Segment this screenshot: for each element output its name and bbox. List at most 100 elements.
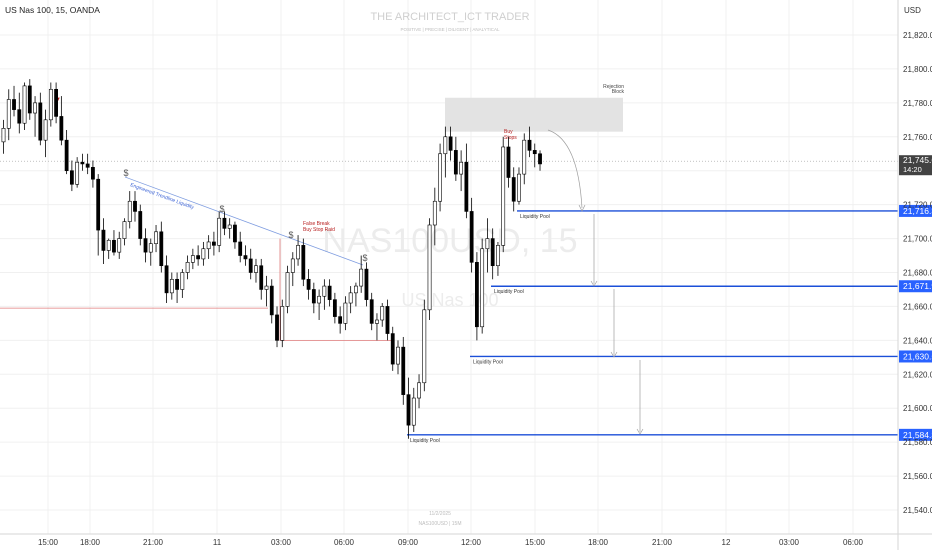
level-price-badge	[899, 204, 932, 217]
y-tick-label: 21,640.0	[903, 336, 932, 345]
candle-body	[33, 102, 37, 114]
candle	[280, 299, 285, 348]
liquidity-levels: Liquidity Pool 21,716.3 Liquidity Pool 21,6…	[407, 204, 932, 444]
candle	[438, 143, 442, 212]
y-tick-label: 21,540.0	[903, 506, 932, 515]
level-price-badge	[899, 280, 932, 293]
y-tick-label: 21,580.0	[903, 438, 932, 447]
symbol-title[interactable]: US Nas 100, 15, OANDA	[5, 5, 100, 15]
candle-body	[359, 268, 364, 287]
candle	[127, 191, 132, 229]
footer-symbol: NAS100USD | 15M	[419, 521, 462, 527]
candle-body	[138, 211, 143, 239]
candle-body	[390, 333, 395, 365]
rejection-block-zone[interactable]	[445, 97, 623, 132]
candle	[385, 299, 390, 341]
candle	[238, 231, 243, 263]
candle-body	[480, 248, 485, 328]
candle-body	[490, 238, 495, 267]
candle	[133, 191, 137, 222]
candle	[54, 82, 59, 124]
y-tick-label: 21,780.0	[903, 99, 932, 108]
candle	[112, 230, 116, 256]
candle	[427, 218, 432, 320]
candle-body	[380, 306, 385, 321]
candle	[474, 252, 479, 341]
candle-body	[75, 161, 80, 185]
candle	[306, 269, 311, 300]
candle	[222, 211, 227, 236]
false-break-box	[279, 238, 392, 341]
candle-body	[453, 150, 458, 175]
candle-body	[280, 306, 285, 341]
candle-body	[212, 241, 216, 246]
candle	[538, 150, 542, 171]
candle	[12, 85, 16, 117]
candle	[522, 133, 527, 185]
candle-body	[54, 88, 59, 117]
candle	[459, 150, 464, 192]
price-axis[interactable]: 21,540.0 21,560.0 21,580.0 21,600.0 21,620.0…	[903, 31, 932, 515]
x-tick-label: 18:00	[588, 538, 609, 547]
dollar-sign-3: $	[288, 230, 293, 240]
level-price-label: 21,716.3	[903, 206, 932, 216]
candle-body	[1, 128, 6, 143]
x-tick-label: 12:00	[461, 538, 482, 547]
x-tick-label: 21:00	[143, 538, 164, 547]
liquidity-pool-label: Liquidity Pool	[494, 289, 524, 295]
candle-body	[354, 285, 358, 294]
brand-tagline: POSITIVE | PRECISE | DILIGENT | ANALYTIC…	[400, 27, 500, 32]
x-tick-label: 09:00	[398, 538, 419, 547]
current-price-label: 21,745.6	[903, 155, 932, 165]
candle	[496, 241, 500, 276]
candle-body	[85, 163, 90, 168]
candle	[212, 231, 216, 256]
candle	[380, 303, 385, 327]
candle	[364, 262, 369, 307]
candle-body	[332, 299, 337, 317]
candle-body	[227, 224, 232, 229]
candle-body	[91, 167, 95, 180]
candle	[527, 126, 532, 158]
candle-body	[511, 177, 516, 202]
candle-body	[469, 211, 474, 263]
candle-body	[190, 255, 195, 263]
time-axis[interactable]: 15:00 18:00 21:00 11 03:00 06:00 09:00 12:00 15:…	[38, 538, 864, 547]
curve-arrow	[547, 129, 583, 209]
y-tick-label: 21,620.0	[903, 370, 932, 379]
candle-body	[143, 238, 148, 253]
candle-body	[438, 153, 442, 202]
y-tick-label: 21,820.0	[903, 31, 932, 40]
down-arrow-icon: ▼	[55, 97, 61, 103]
buy-stops-label-1: Buy	[504, 129, 513, 135]
candle-body	[306, 278, 311, 290]
candle-body	[411, 397, 416, 426]
candle	[154, 225, 158, 253]
candle-body	[154, 231, 158, 244]
currency-label[interactable]: USD	[904, 6, 921, 15]
candle-body	[12, 99, 16, 110]
candle	[396, 340, 400, 375]
trendline[interactable]	[124, 176, 364, 266]
candle	[501, 136, 506, 253]
candle	[33, 96, 37, 137]
candle-body	[6, 99, 11, 129]
candle	[354, 282, 358, 307]
candle-body	[538, 153, 542, 165]
candle-body	[80, 161, 85, 165]
candle-body	[532, 150, 537, 155]
candle-body	[259, 265, 264, 290]
arrowhead-1	[590, 280, 598, 287]
candle	[180, 269, 185, 298]
candle	[417, 374, 421, 409]
level-price-label: 21,630.5	[903, 351, 932, 361]
candle	[43, 109, 48, 158]
candle-body	[464, 161, 469, 212]
level-price-label: 21,671.9	[903, 281, 932, 291]
candle	[190, 248, 195, 270]
candle	[80, 153, 85, 171]
candle	[464, 143, 469, 219]
level-price-badge	[899, 428, 932, 441]
